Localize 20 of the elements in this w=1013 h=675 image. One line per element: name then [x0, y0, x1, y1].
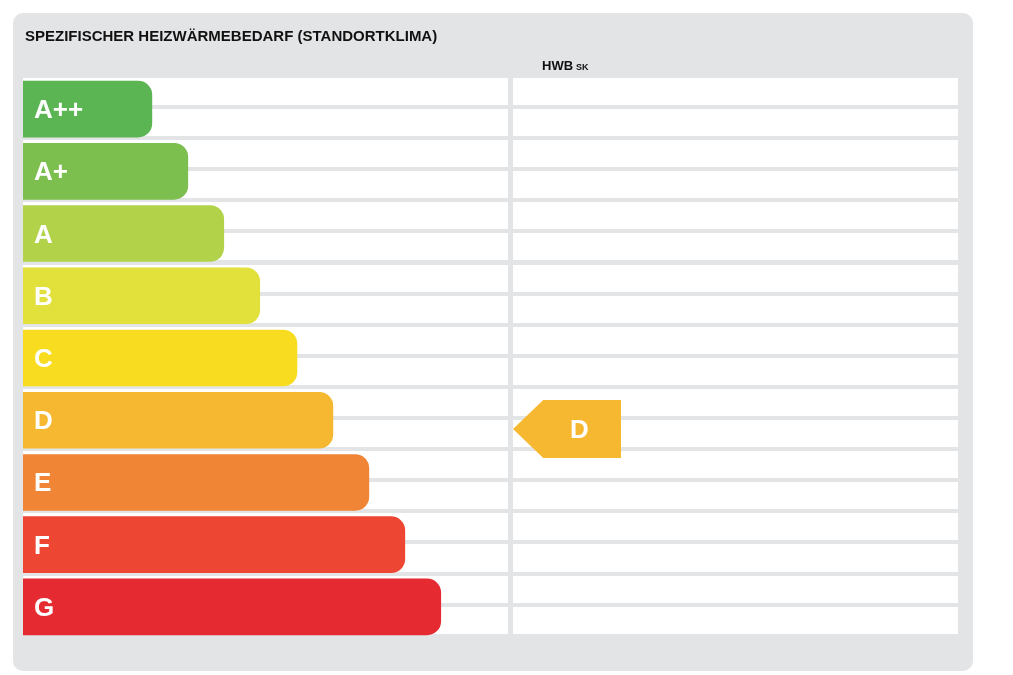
bar	[23, 267, 261, 325]
y-tick-label: A	[34, 218, 53, 249]
bar	[23, 391, 334, 449]
y-tick-label: E	[34, 467, 52, 498]
bar	[23, 454, 370, 511]
y-tick-label: D	[34, 405, 53, 436]
y-tick-label: C	[34, 343, 53, 373]
bar	[23, 578, 442, 636]
y-tick-label: F	[34, 529, 50, 560]
y-tick-label: A++	[34, 94, 84, 125]
bar	[23, 329, 298, 387]
bar	[23, 516, 406, 573]
y-tick-label: G	[34, 591, 55, 622]
bar	[23, 205, 225, 262]
bar	[23, 80, 153, 138]
y-tick-label: B	[34, 280, 53, 311]
text: D	[570, 414, 589, 445]
y-tick-label: A+	[34, 156, 68, 187]
bar	[23, 143, 189, 200]
chart-title: SPEZIFISCHER HEIZWÄRMEBEDARF (STANDORTKLIMA)	[25, 27, 438, 44]
